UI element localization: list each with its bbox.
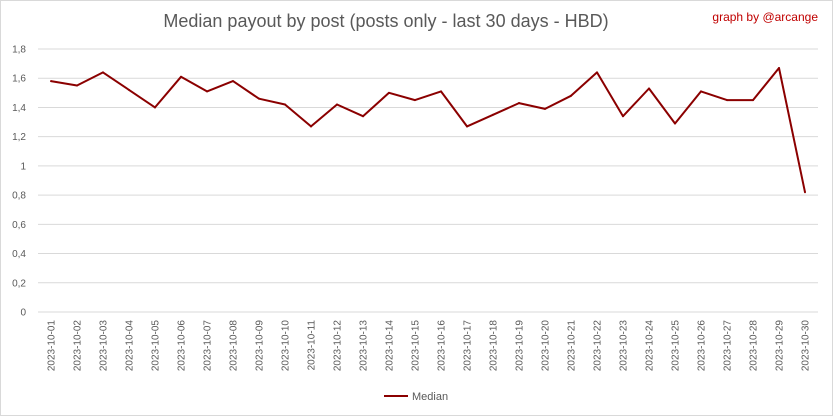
data-point	[466, 125, 468, 128]
x-axis-ticks: 2023-10-01 2023-10-02 2023-10-03 2023-10-04…	[47, 320, 812, 372]
x-tick-label: 2023-10-15	[411, 320, 422, 372]
x-tick-label: 2023-10-10	[281, 320, 292, 372]
data-point	[362, 115, 364, 118]
y-tick-label: 1,4	[12, 103, 26, 114]
y-tick-label: 1,2	[12, 132, 26, 143]
y-tick-label: 0,8	[12, 191, 26, 202]
data-point	[50, 80, 52, 83]
y-axis-ticks: 0 0,2 0,4 0,6 0,8 1 1,2 1,4 1,6 1,8	[12, 45, 26, 319]
data-point	[258, 97, 260, 100]
data-point	[414, 99, 416, 102]
x-tick-label: 2023-10-13	[359, 320, 370, 372]
x-tick-label: 2023-10-26	[697, 320, 708, 372]
x-tick-label: 2023-10-01	[47, 320, 58, 372]
data-point	[700, 90, 702, 93]
chart-title: Median payout by post (posts only - last…	[163, 11, 609, 31]
data-point	[622, 115, 624, 118]
data-point	[76, 84, 78, 87]
data-point	[726, 99, 728, 102]
x-tick-label: 2023-10-20	[541, 320, 552, 372]
x-tick-label: 2023-10-19	[515, 320, 526, 372]
x-tick-label: 2023-10-25	[671, 320, 682, 372]
data-point	[232, 80, 234, 83]
data-point	[206, 90, 208, 93]
data-point	[388, 91, 390, 94]
gridlines	[38, 48, 818, 313]
x-tick-label: 2023-10-03	[99, 320, 110, 372]
x-tick-label: 2023-10-07	[203, 320, 214, 372]
data-point	[128, 88, 130, 91]
y-tick-label: 1,6	[12, 74, 26, 85]
credit-label: graph by @arcange	[712, 10, 818, 24]
x-tick-label: 2023-10-09	[255, 320, 266, 372]
data-point	[544, 107, 546, 110]
x-tick-label: 2023-10-27	[723, 320, 734, 372]
x-tick-label: 2023-10-02	[73, 320, 84, 372]
data-point	[778, 66, 780, 69]
x-tick-label: 2023-10-17	[463, 320, 474, 372]
x-tick-label: 2023-10-28	[749, 320, 760, 372]
x-tick-label: 2023-10-12	[333, 320, 344, 372]
y-tick-label: 0,2	[12, 278, 26, 289]
x-tick-label: 2023-10-29	[775, 320, 786, 372]
data-point	[310, 125, 312, 128]
x-tick-label: 2023-10-18	[489, 320, 500, 372]
y-tick-label: 1,8	[12, 45, 26, 56]
x-tick-label: 2023-10-06	[177, 320, 188, 372]
data-point	[674, 122, 676, 125]
data-point	[596, 71, 598, 74]
data-point	[570, 94, 572, 97]
data-point	[440, 90, 442, 93]
x-tick-label: 2023-10-04	[125, 320, 136, 372]
y-tick-label: 0	[20, 308, 26, 319]
data-point	[154, 106, 156, 109]
data-point	[518, 102, 520, 105]
x-tick-label: 2023-10-08	[229, 320, 240, 372]
y-tick-label: 1	[20, 161, 26, 172]
legend: Median	[384, 391, 448, 403]
x-tick-label: 2023-10-24	[645, 320, 656, 372]
data-point	[648, 87, 650, 90]
x-tick-label: 2023-10-22	[593, 320, 604, 372]
series-line-median	[50, 67, 806, 193]
data-point	[284, 103, 286, 106]
legend-label: Median	[412, 391, 448, 403]
x-tick-label: 2023-10-05	[151, 320, 162, 372]
x-tick-label: 2023-10-11	[307, 320, 318, 371]
x-tick-label: 2023-10-30	[801, 320, 812, 372]
data-point	[752, 99, 754, 102]
data-point	[102, 71, 104, 74]
data-point	[804, 191, 806, 194]
x-tick-label: 2023-10-14	[385, 320, 396, 372]
data-point	[180, 75, 182, 78]
y-tick-label: 0,4	[12, 249, 26, 260]
y-tick-label: 0,6	[12, 220, 26, 231]
data-point	[492, 113, 494, 116]
x-tick-label: 2023-10-21	[567, 320, 578, 372]
series-lines	[50, 66, 806, 194]
x-tick-label: 2023-10-16	[437, 320, 448, 372]
data-point	[336, 103, 338, 106]
x-tick-label: 2023-10-23	[619, 320, 630, 372]
